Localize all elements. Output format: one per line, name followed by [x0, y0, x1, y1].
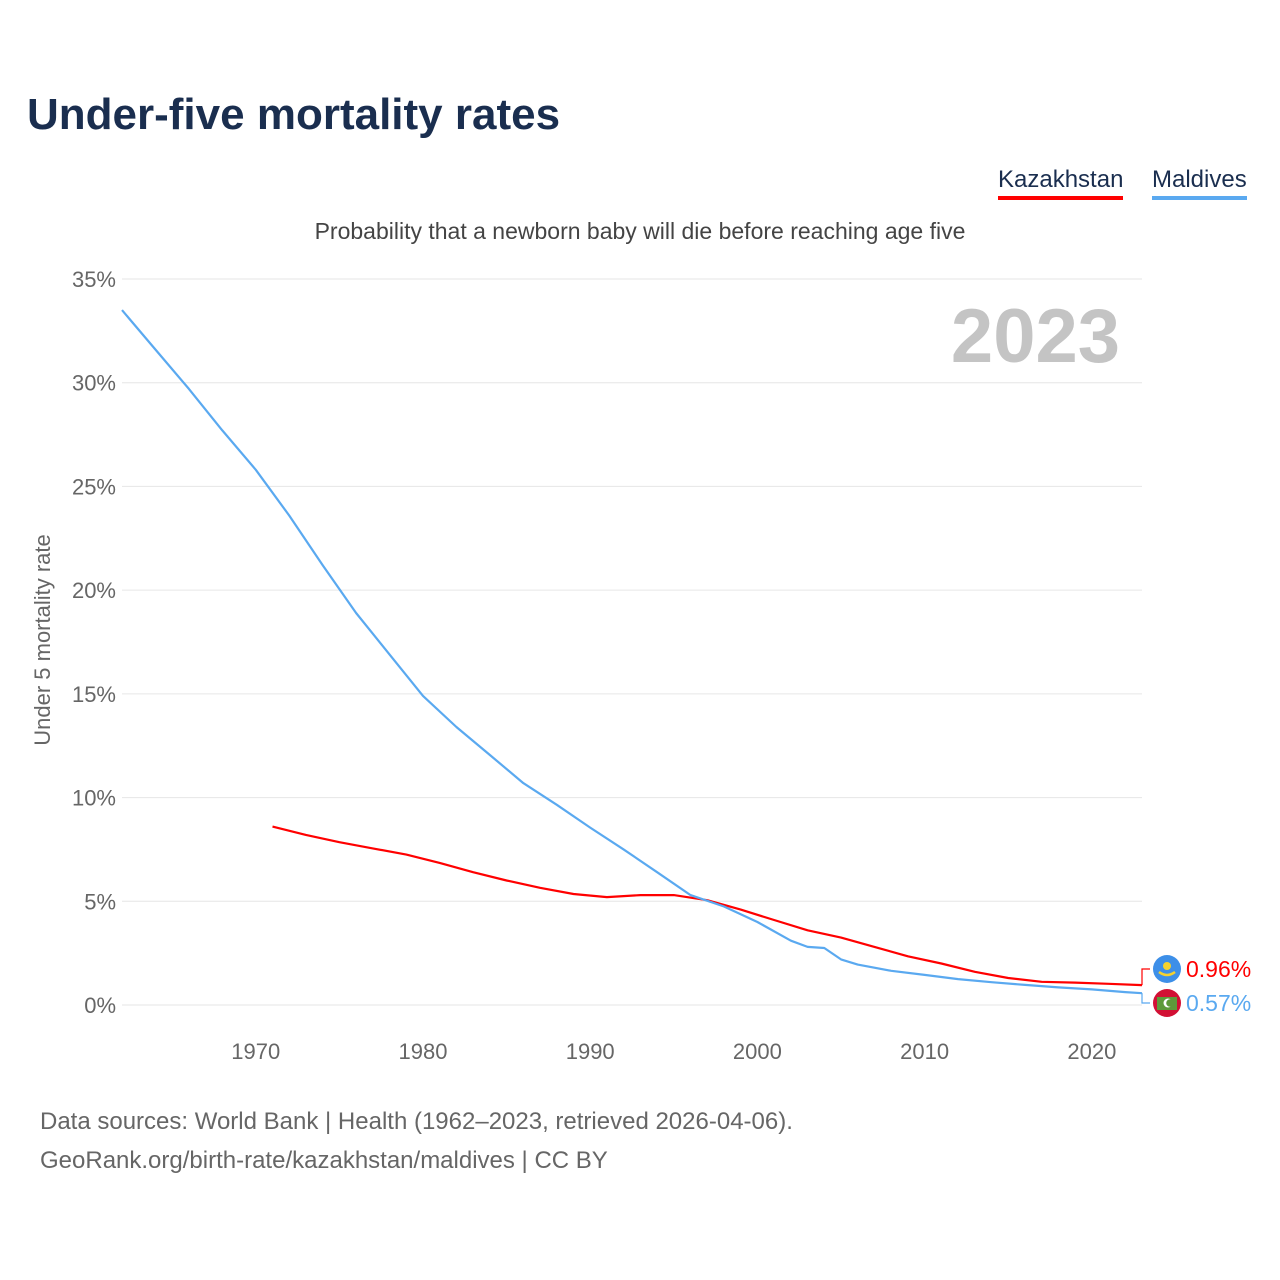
x-tick-label: 2000	[733, 1039, 782, 1064]
y-tick-label: 0%	[84, 993, 116, 1018]
flag-crescent-cut	[1166, 999, 1174, 1007]
series-line-maldives	[121, 309, 1143, 995]
chart-title: Under-five mortality rates	[27, 90, 561, 139]
y-tick-label: 10%	[72, 786, 116, 811]
y-tick-label: 15%	[72, 682, 116, 707]
x-tick-label: 1980	[399, 1039, 448, 1064]
x-tick-label: 1970	[231, 1039, 280, 1064]
chart-subtitle: Probability that a newborn baby will die…	[314, 218, 966, 244]
end-value-label-kazakhstan: 0.96%	[1186, 956, 1251, 982]
y-tick-label: 20%	[72, 578, 116, 603]
series-line-kazakhstan	[272, 825, 1143, 987]
flag-eagle-icon	[1158, 970, 1176, 977]
end-value-label-maldives: 0.57%	[1186, 990, 1251, 1016]
y-tick-label: 5%	[84, 889, 116, 914]
label-connector	[1141, 968, 1150, 986]
y-tick-label: 25%	[72, 474, 116, 499]
x-tick-label: 1990	[566, 1039, 615, 1064]
footer-credit[interactable]: GeoRank.org/birth-rate/kazakhstan/maldiv…	[40, 1147, 608, 1174]
flag-sun-icon	[1163, 962, 1171, 970]
y-tick-label: 35%	[72, 267, 116, 292]
footer-sources: Data sources: World Bank | Health (1962–…	[40, 1108, 793, 1135]
legend-kazakhstan[interactable]: Kazakhstan	[998, 166, 1124, 200]
y-axis-label: Under 5 mortality rate	[30, 534, 55, 746]
y-tick-label: 30%	[72, 371, 116, 396]
x-tick-label: 2020	[1067, 1039, 1116, 1064]
year-label: 2023	[951, 294, 1120, 379]
x-tick-label: 2010	[900, 1039, 949, 1064]
legend-maldives[interactable]: Maldives	[1152, 166, 1247, 200]
label-connector	[1141, 993, 1150, 1004]
